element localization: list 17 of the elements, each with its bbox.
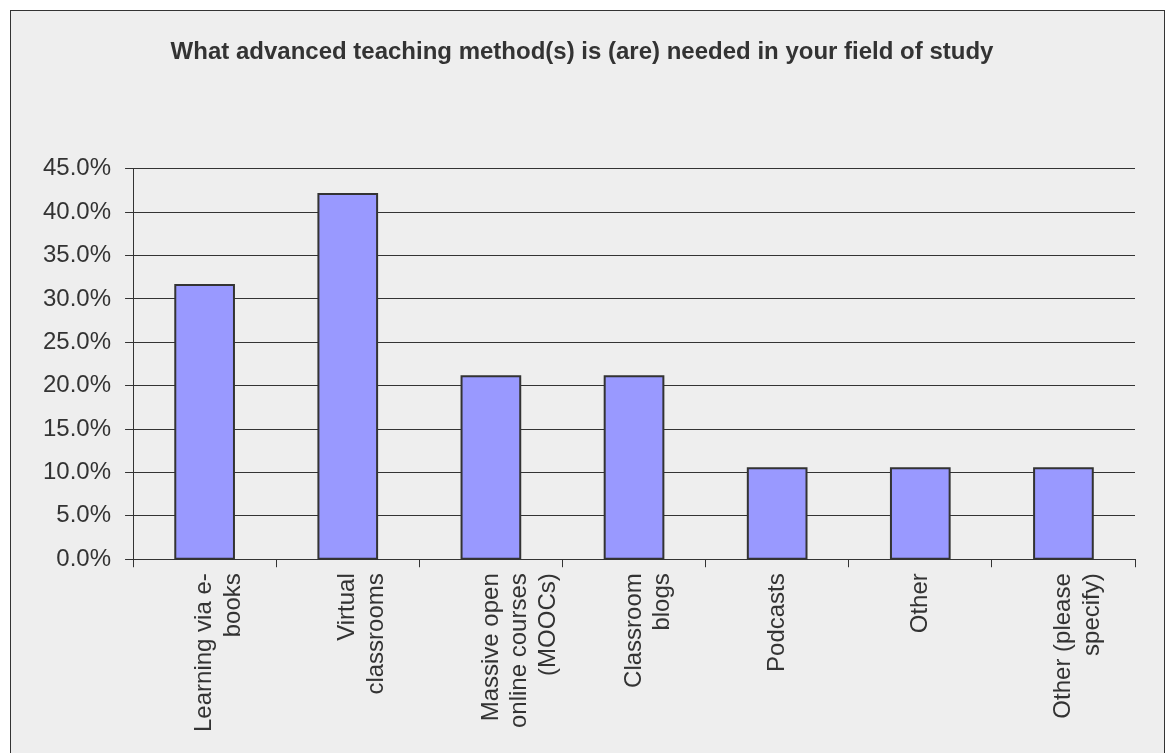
y-tick-label: 15.0% <box>42 413 112 441</box>
y-tick-label: 35.0% <box>42 240 112 268</box>
x-tick-label: Other <box>904 573 932 634</box>
y-tick-label: 45.0% <box>42 153 112 181</box>
y-tick-label: 10.0% <box>42 457 112 485</box>
y-tick-label: 0.0% <box>56 543 112 571</box>
x-tick-label: Other (please specify) <box>1048 573 1104 719</box>
x-tick-label: Learning via e-books <box>189 573 246 732</box>
y-tick-label: 40.0% <box>42 196 112 224</box>
x-tick-label: Massive open online courses (MOOCs) <box>475 573 561 728</box>
x-tick-label: Podcasts <box>761 573 789 672</box>
x-tick-label: Classroom blogs <box>618 573 675 688</box>
y-tick-label: 5.0% <box>56 500 112 528</box>
y-tick-label: 20.0% <box>42 370 112 398</box>
chart-title: What advanced teaching method(s) is (are) needed in your field of study <box>170 37 995 65</box>
y-tick-label: 30.0% <box>42 283 112 311</box>
y-tick-label: 25.0% <box>42 326 112 354</box>
